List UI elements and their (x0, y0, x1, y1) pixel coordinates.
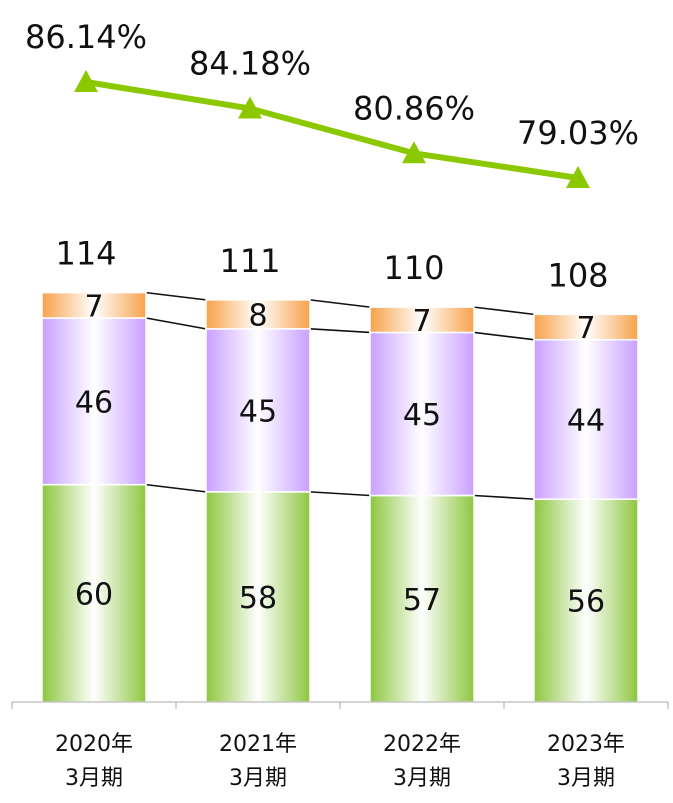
bar-segment (205, 491, 311, 703)
line-marker (402, 141, 426, 164)
bar-segment (205, 299, 311, 330)
connector-line (145, 291, 207, 301)
data-label: 56 (567, 585, 605, 620)
connector-line (145, 317, 207, 330)
x-tick-label-line: 2021年 (219, 732, 297, 757)
percentage-line (85, 79, 579, 181)
bar-segment (533, 498, 639, 703)
line-marker (566, 166, 590, 188)
data-label: 7 (412, 304, 431, 339)
data-label: 7 (84, 289, 103, 324)
x-tick-label-line: 2020年 (55, 732, 133, 757)
bar-segment (533, 338, 639, 500)
x-tick-label-line: 2023年 (547, 732, 625, 757)
x-tick-label: 2022年 3月期 (362, 732, 482, 792)
total-label: 110 (383, 249, 444, 287)
connector-line (473, 494, 535, 500)
connector-line (145, 483, 207, 493)
bar-segment (369, 331, 475, 497)
connector-line (473, 331, 535, 341)
data-label: 60 (75, 577, 113, 612)
line-marker (74, 70, 98, 92)
connector-line (473, 306, 535, 316)
bar-segment (369, 306, 475, 334)
x-tick-label-line: 3月期 (393, 766, 451, 792)
x-tick-label: 2020年 3月期 (34, 732, 154, 792)
data-label: 45 (403, 398, 441, 433)
connector-line (309, 328, 371, 334)
data-label: 58 (239, 581, 277, 616)
bar-segment (205, 328, 311, 493)
bar-segment (41, 317, 147, 486)
percentage-label: 79.03% (517, 114, 639, 152)
bar-segment (41, 291, 147, 319)
total-label: 114 (55, 235, 116, 273)
data-label: 57 (403, 583, 441, 618)
line-marker (238, 96, 262, 119)
data-label: 7 (576, 311, 595, 346)
bar-segment (41, 483, 147, 703)
data-label: 44 (567, 403, 605, 438)
total-label: 108 (547, 256, 608, 294)
bar-segment (533, 313, 639, 341)
x-tick-label: 2023年 3月期 (526, 732, 646, 792)
connector-line (309, 299, 371, 308)
connector-line (309, 491, 371, 497)
percentage-label: 80.86% (353, 89, 475, 127)
data-label: 46 (75, 385, 113, 420)
x-tick-label: 2021年 3月期 (198, 732, 318, 792)
total-label: 111 (219, 242, 280, 280)
x-tick-label-line: 3月期 (557, 766, 615, 792)
percentage-label: 86.14% (25, 18, 147, 56)
x-tick-label-line: 3月期 (65, 766, 123, 792)
x-tick-label-line: 3月期 (229, 766, 287, 792)
data-label: 8 (248, 298, 267, 333)
data-label: 45 (239, 394, 277, 429)
percentage-label: 84.18% (189, 44, 311, 82)
x-tick-label-line: 2022年 (383, 732, 461, 757)
